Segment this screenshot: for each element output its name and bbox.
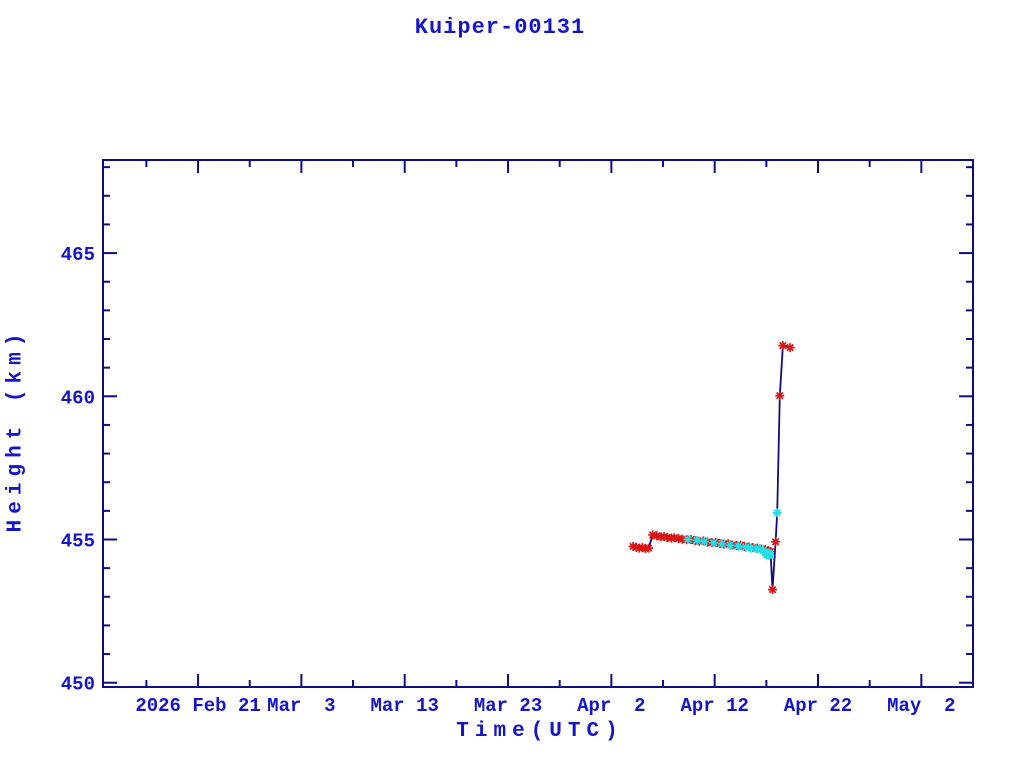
height-red-asterisk-marker — [775, 391, 785, 401]
height-cyan-asterisk-marker — [733, 541, 743, 551]
height-red-asterisk-marker — [669, 533, 679, 543]
height-red-asterisk-marker — [768, 585, 778, 595]
plot-title: Kuiper-00131 — [414, 15, 586, 40]
height-cyan-asterisk-marker — [764, 548, 774, 558]
y-tick-label: 455 — [61, 530, 95, 552]
x-tick-label: Mar 13 — [370, 695, 438, 717]
height-cyan-asterisk-marker — [725, 540, 735, 550]
height-cyan-asterisk-marker — [746, 543, 756, 553]
height-red-asterisk-marker — [778, 341, 788, 351]
height-red-asterisk-marker — [771, 537, 781, 547]
height-red-asterisk-marker — [736, 540, 746, 550]
height-cyan-asterisk-marker — [692, 535, 702, 545]
height-red-asterisk-marker — [659, 532, 669, 542]
height-red-asterisk-marker — [637, 543, 647, 553]
height-cyan-asterisk-marker — [741, 542, 751, 552]
height-red-asterisk-marker — [644, 543, 654, 553]
y-tick-label: 465 — [61, 244, 95, 266]
x-tick-label: Mar 23 — [474, 695, 542, 717]
y-tick-label: 460 — [61, 387, 95, 409]
height-red-asterisk-marker — [785, 343, 795, 353]
x-tick-label: Apr 12 — [680, 695, 748, 717]
height-cyan-asterisk-marker — [751, 544, 761, 554]
x-tick-label: Mar 3 — [267, 695, 335, 717]
height-cyan-asterisk-marker — [772, 508, 782, 518]
height-cyan-asterisk-marker — [755, 545, 765, 555]
x-tick-label: Apr 22 — [784, 695, 852, 717]
x-tick-label: 2026 Feb 21 — [135, 695, 260, 717]
height-cyan-asterisk-marker — [683, 534, 693, 544]
height-red-asterisk-marker — [648, 530, 658, 540]
y-axis-title: Height (km) — [4, 327, 28, 533]
x-axis-title: Time(UTC) — [456, 720, 624, 743]
y-tick-label: 450 — [61, 674, 95, 696]
x-tick-label: May 2 — [887, 695, 955, 717]
height-red-asterisk-marker — [628, 541, 638, 551]
height-cyan-asterisk-marker — [709, 538, 719, 548]
height-red-asterisk-marker — [631, 542, 641, 552]
x-tick-label: Apr 2 — [577, 695, 645, 717]
plot-frame — [102, 159, 974, 688]
height-cyan-asterisk-marker — [717, 539, 727, 549]
height-cyan-asterisk-marker — [699, 537, 709, 547]
height-red-asterisk-marker — [652, 531, 662, 541]
